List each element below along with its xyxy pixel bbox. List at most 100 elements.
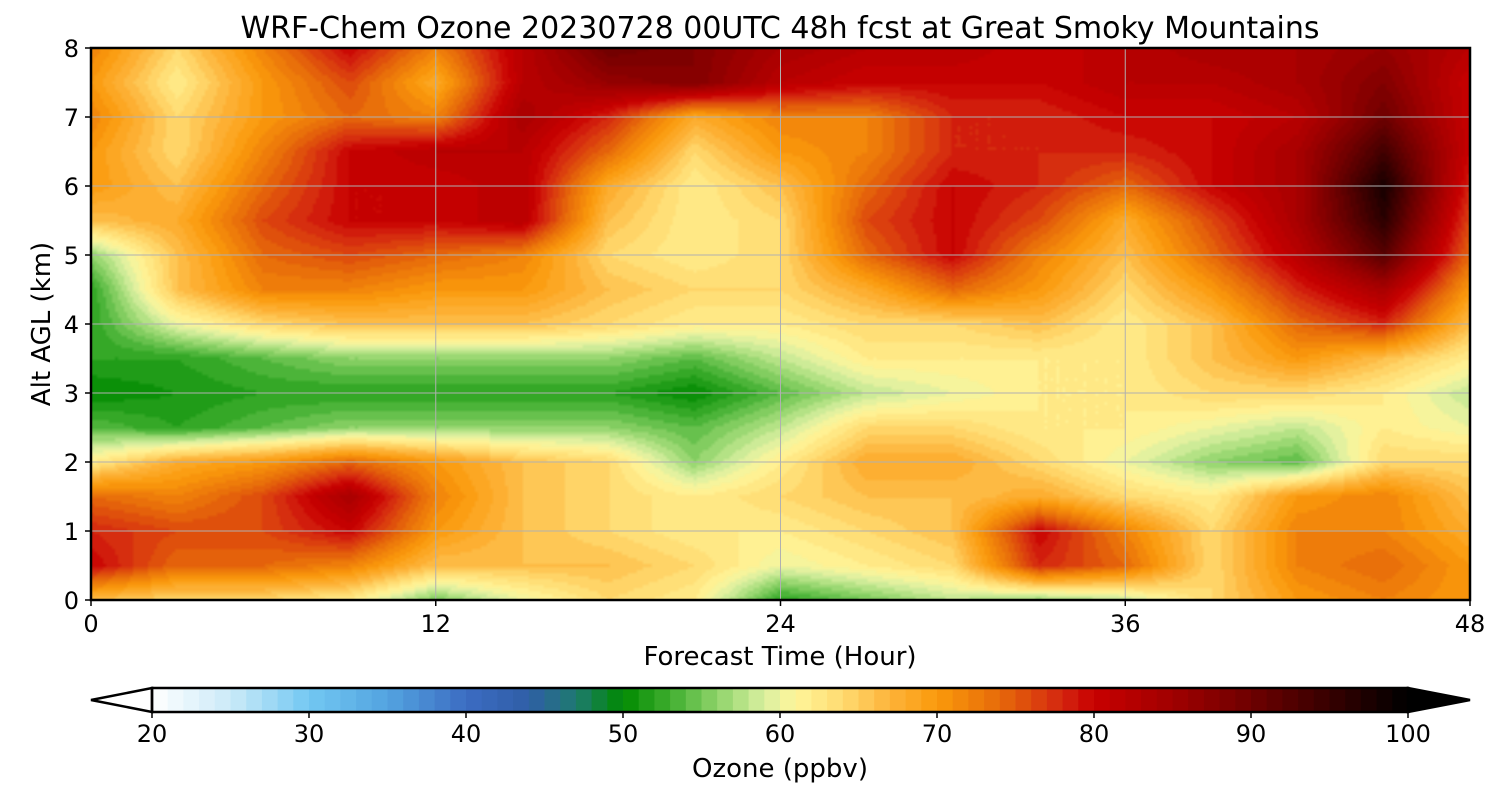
colorbar-tick-label: 70: [922, 720, 953, 748]
colorbar-segment: [591, 688, 608, 712]
colorbar-segment: [1125, 688, 1142, 712]
colorbar-segment: [827, 688, 844, 712]
colorbar-segment: [199, 688, 216, 712]
y-tick-label: 1: [64, 518, 79, 546]
colorbar-segment: [858, 688, 875, 712]
colorbar-segment: [748, 688, 765, 712]
colorbar-segment: [654, 688, 671, 712]
y-tick-label: 4: [64, 311, 79, 339]
colorbar-segment: [261, 688, 279, 712]
colorbar-segment: [795, 688, 812, 712]
x-axis-label: Forecast Time (Hour): [643, 642, 916, 672]
colorbar-segment: [1376, 688, 1393, 712]
colorbar-segment: [921, 688, 938, 712]
y-tick-label: 6: [64, 173, 79, 201]
colorbar-segment: [968, 688, 985, 712]
y-tick-label: 3: [64, 380, 79, 408]
y-axis-ticks: 0 1 2 3 4 5 6 7 8: [64, 35, 91, 615]
colorbar-segment: [560, 688, 577, 712]
colorbar-segment: [1360, 688, 1378, 712]
colorbar-segment: [1031, 688, 1048, 712]
colorbar-ticks: 20 30 40 50 60 70 80 90 100: [137, 712, 1431, 748]
chart-title: WRF-Chem Ozone 20230728 00UTC 48h fcst a…: [241, 11, 1320, 46]
colorbar-segment: [1046, 688, 1064, 712]
y-tick-label: 5: [64, 242, 79, 270]
colorbar-segment: [874, 688, 891, 712]
colorbar-segment: [1282, 688, 1299, 712]
colorbar-segment: [1141, 688, 1158, 712]
colorbar-segment: [1015, 688, 1032, 712]
y-tick-label: 2: [64, 449, 79, 477]
colorbar-segment: [1392, 688, 1409, 712]
colorbar-tick-label: 90: [1236, 720, 1267, 748]
colorbar-tick-label: 60: [765, 720, 796, 748]
colorbar-segment: [340, 688, 357, 712]
colorbar-segment: [403, 688, 420, 712]
x-tick-label: 24: [765, 610, 796, 638]
colorbar-tick-label: 50: [608, 720, 639, 748]
colorbar-segment: [1203, 688, 1221, 712]
colorbar-segment: [309, 688, 326, 712]
colorbar-segment: [481, 688, 498, 712]
colorbar-segment: [638, 688, 655, 712]
x-tick-label: 12: [420, 610, 451, 638]
colorbar-upper-extension: [1406, 686, 1471, 714]
colorbar-segment: [450, 688, 467, 712]
colorbar-segment: [732, 688, 750, 712]
y-axis-label: Alt AGL (km): [27, 242, 57, 406]
colorbar-segment: [999, 688, 1017, 712]
colorbar-segment: [1345, 688, 1362, 712]
colorbar-label: Ozone (ppbv): [692, 754, 868, 784]
colorbar-segment: [670, 688, 687, 712]
colorbar-segment: [230, 688, 247, 712]
colorbar-tick-label: 40: [451, 720, 482, 748]
x-tick-label: 48: [1455, 610, 1486, 638]
colorbar-segment: [1078, 688, 1095, 712]
colorbar-segment: [984, 688, 1001, 712]
colorbar-lower-extension: [90, 686, 154, 714]
colorbar-segment: [717, 688, 734, 712]
y-tick-label: 8: [64, 35, 79, 63]
colorbar-tick-label: 100: [1385, 720, 1431, 748]
colorbar-segment: [371, 688, 389, 712]
colorbar-segment: [889, 688, 907, 712]
colorbar-segment: [811, 688, 828, 712]
colorbar-segment: [1188, 688, 1205, 712]
colorbar-segment: [466, 688, 483, 712]
colorbar-segment: [1219, 688, 1236, 712]
colorbar-tick-label: 30: [294, 720, 325, 748]
colorbar-tick-label: 80: [1079, 720, 1110, 748]
colorbar-segment: [952, 688, 969, 712]
colorbar-segment: [607, 688, 624, 712]
x-tick-label: 36: [1110, 610, 1141, 638]
colorbar-segment: [214, 688, 232, 712]
colorbar-segment: [183, 688, 200, 712]
colorbar-segment: [528, 688, 546, 712]
colorbar-segment: [513, 688, 530, 712]
grid-lines: [91, 48, 1470, 600]
colorbar-segment: [152, 688, 169, 712]
colorbar-segment: [324, 688, 341, 712]
colorbar-segment: [277, 688, 294, 712]
colorbar-segment: [434, 688, 451, 712]
colorbar-segments: [152, 688, 1409, 712]
colorbar-segment: [1313, 688, 1331, 712]
colorbar-segment: [1109, 688, 1126, 712]
colorbar-segment: [905, 688, 922, 712]
colorbar-segment: [1266, 688, 1283, 712]
colorbar-segment: [1172, 688, 1189, 712]
colorbar-segment: [1329, 688, 1346, 712]
colorbar-segment: [1094, 688, 1111, 712]
colorbar-segment: [764, 688, 781, 712]
colorbar-segment: [387, 688, 404, 712]
x-axis-ticks: 0 12 24 36 48: [83, 600, 1485, 638]
x-tick-label: 0: [83, 610, 98, 638]
y-tick-label: 0: [64, 587, 79, 615]
colorbar-segment: [356, 688, 373, 712]
colorbar-segment: [418, 688, 436, 712]
colorbar: 20 30 40 50 60 70 80 90 100: [90, 686, 1471, 748]
colorbar-segment: [1298, 688, 1315, 712]
colorbar-segment: [937, 688, 954, 712]
